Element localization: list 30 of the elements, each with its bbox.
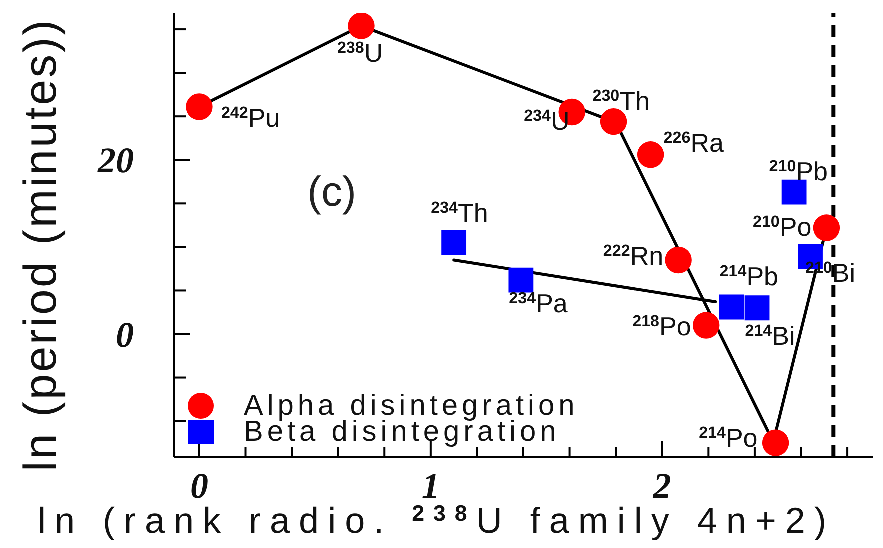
annotation: $^{238}$U	[337, 38, 384, 68]
annotation: $^{210}$Pb	[769, 156, 828, 186]
annotation: $^{210}$Po	[753, 212, 812, 242]
annotation: $^{214}$Pb	[720, 261, 779, 292]
point	[442, 230, 467, 256]
annotation: $^{222}$Rn	[603, 241, 664, 272]
point	[693, 312, 720, 339]
annotation: $^{218}$Po	[632, 312, 692, 342]
point	[508, 268, 534, 293]
point	[600, 108, 628, 136]
y-axis-title: ln (period (minutes))	[14, 18, 66, 472]
y-tick-label: 20	[97, 140, 134, 181]
annotation: (c)	[307, 168, 356, 216]
point	[719, 294, 744, 320]
point	[744, 296, 770, 321]
point	[637, 142, 664, 168]
point	[348, 13, 375, 40]
point	[665, 246, 692, 274]
annotation: $^{234}$Th	[431, 198, 488, 228]
annotation: $^{226}$Ra	[664, 128, 724, 158]
annotation: $^{234}$U	[524, 106, 570, 136]
annotation: $^{234}$Pa	[509, 288, 568, 318]
annotation: $^{230}$Th	[592, 86, 650, 116]
point	[782, 180, 807, 205]
point	[186, 94, 213, 120]
annotation: $^{214}$Po	[699, 423, 758, 454]
point	[762, 430, 790, 456]
point	[813, 214, 840, 242]
annotation: $^{242}$Pu	[221, 103, 280, 134]
annotation: $^{214}$Bi	[745, 321, 796, 352]
